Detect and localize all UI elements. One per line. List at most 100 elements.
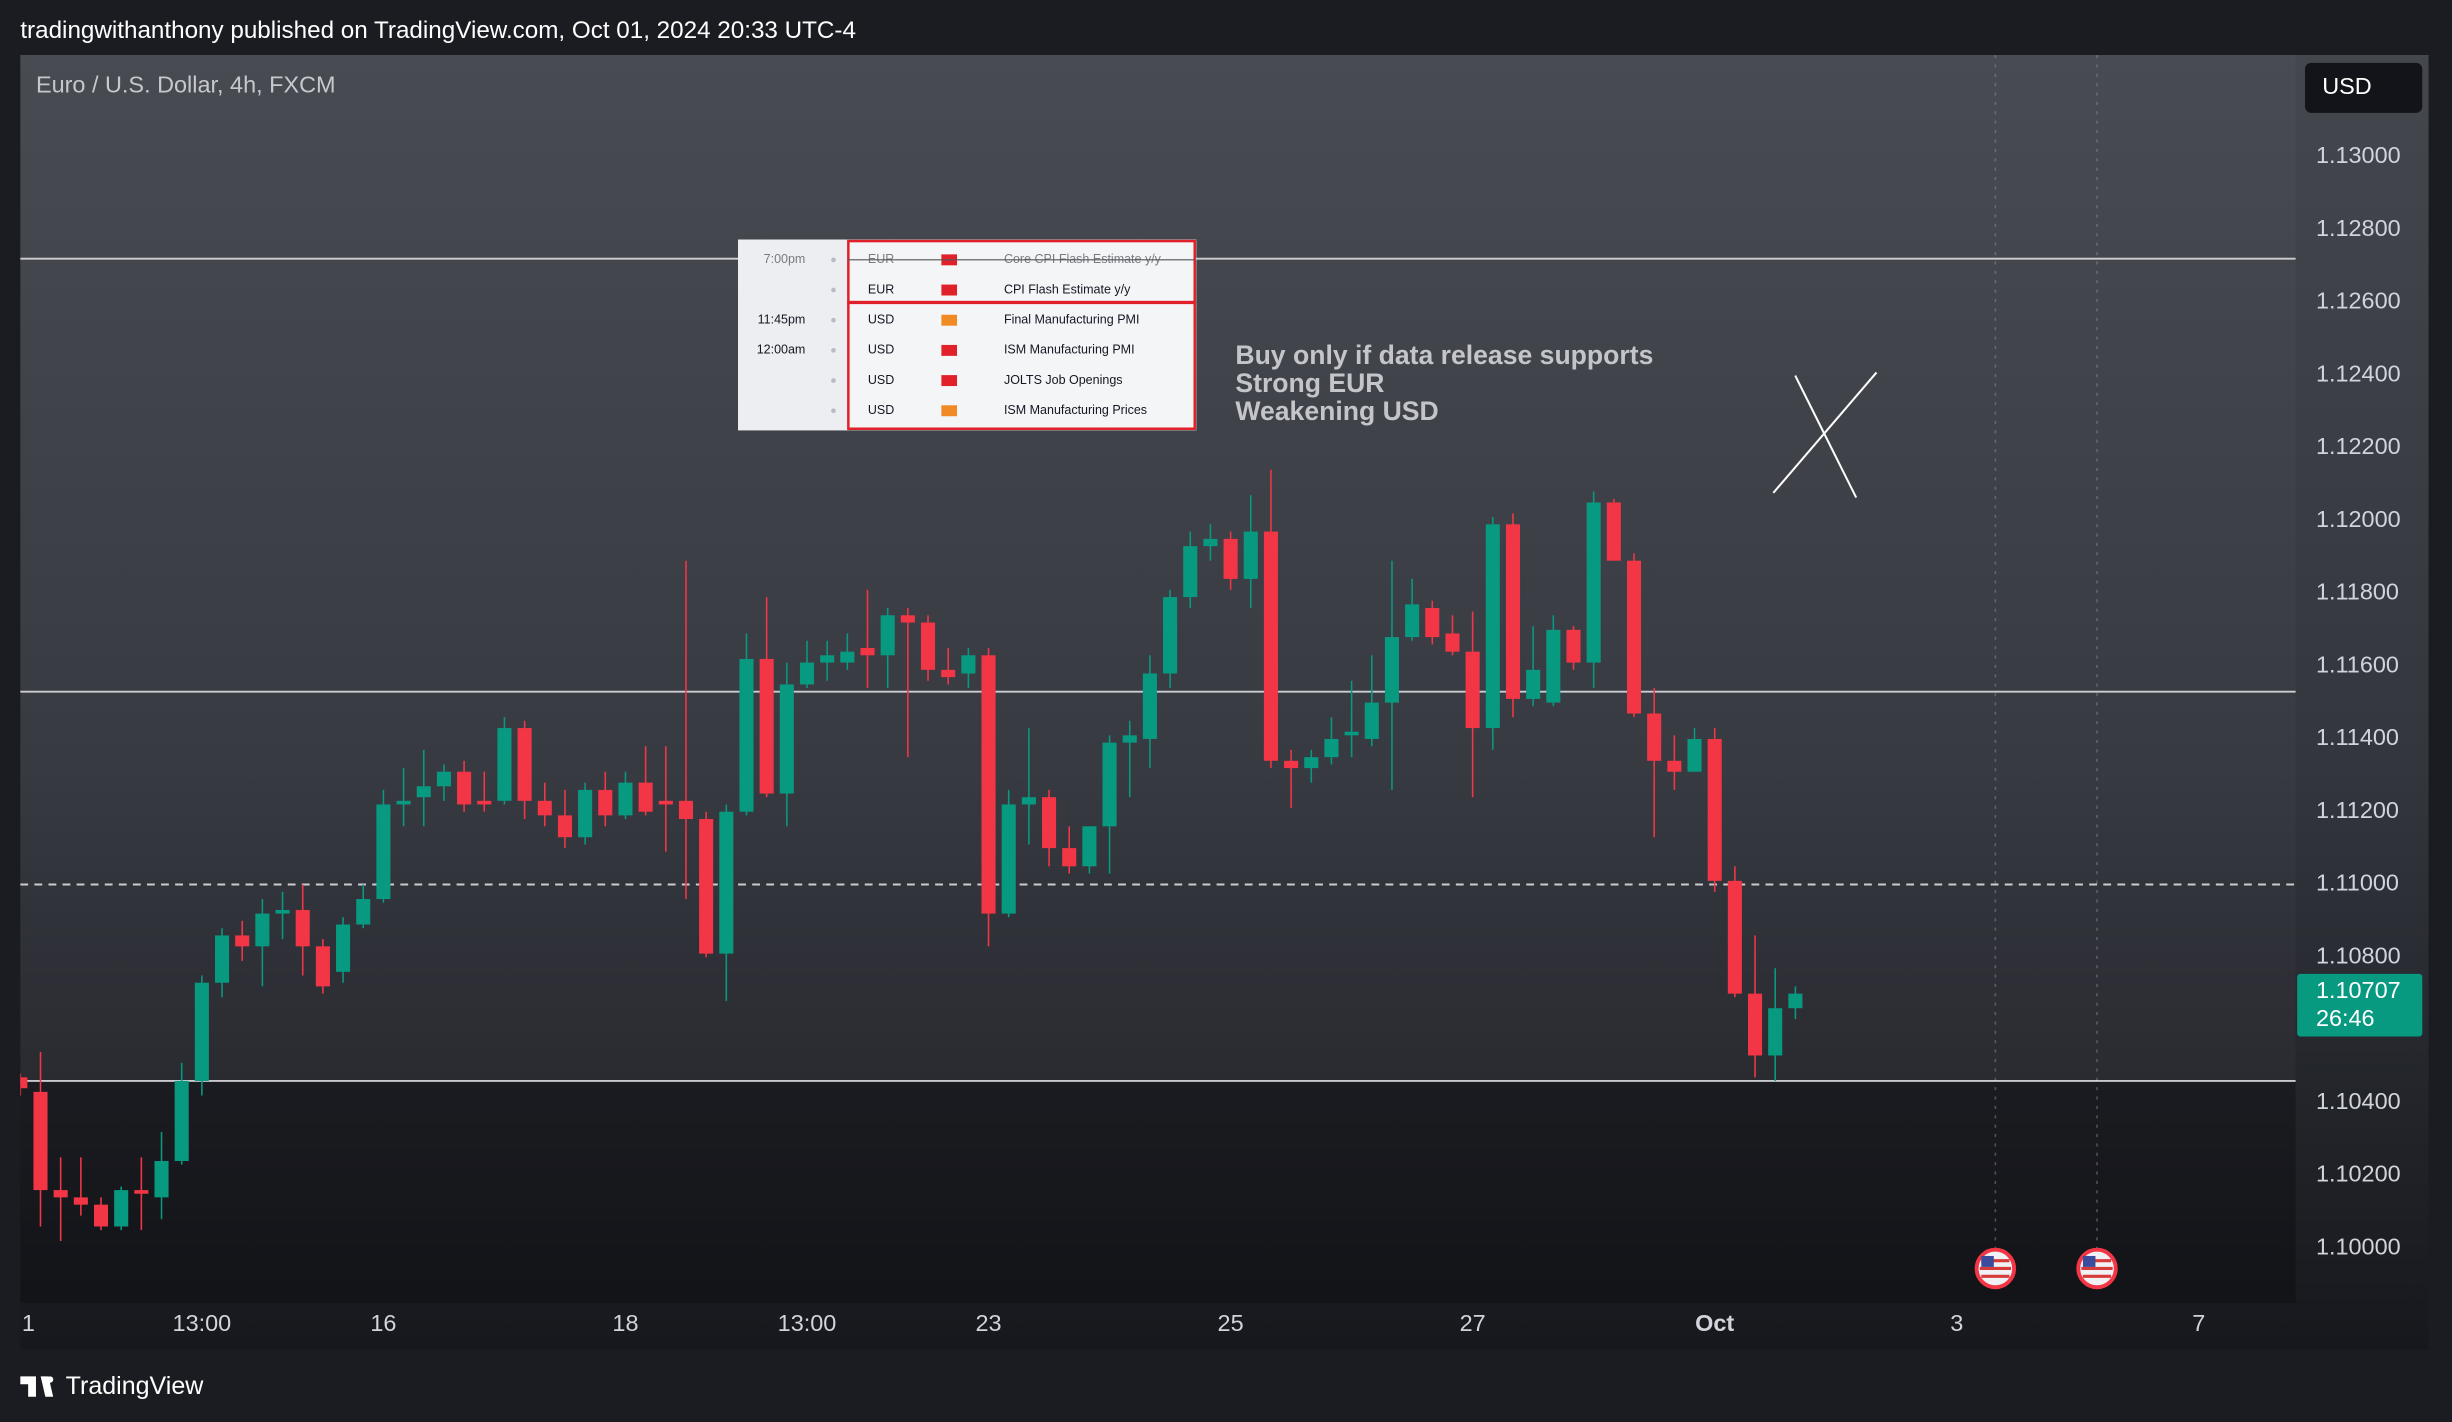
y-tick-label: 1.12000 [2316, 506, 2401, 532]
candle-body [1505, 524, 1521, 699]
candle-body [1768, 1008, 1783, 1056]
y-tick-label: 1.10800 [2316, 942, 2401, 968]
calendar-currency: USD [868, 403, 894, 417]
y-tick-label: 1.11600 [2316, 651, 2399, 677]
calendar-time: 12:00am [757, 343, 806, 357]
calendar-currency: USD [868, 313, 894, 327]
candle-body [154, 1161, 169, 1198]
calendar-event: Final Manufacturing PMI [1004, 313, 1139, 327]
candle-body [336, 924, 351, 972]
x-tick-label: 23 [975, 1310, 1001, 1336]
impact-icon [941, 314, 958, 326]
x-tick-label: 16 [370, 1310, 396, 1336]
candle-body [517, 728, 532, 801]
candle-body [1163, 597, 1178, 674]
candle-body [416, 786, 431, 798]
candle-body [255, 913, 270, 947]
candle-body [598, 789, 613, 816]
candle-body [1788, 993, 1803, 1009]
calendar-event: CPI Flash Estimate y/y [1004, 282, 1131, 296]
candle-body [1727, 880, 1742, 994]
candle-body [678, 800, 694, 820]
candle-body [1062, 848, 1077, 867]
candle-body [134, 1190, 149, 1194]
calendar-currency: EUR [868, 252, 894, 266]
calendar-time-column [738, 239, 848, 431]
event-markers [1974, 54, 2118, 1290]
speaker-icon [831, 317, 836, 323]
candle-body [194, 982, 209, 1081]
candle-body [537, 800, 552, 816]
candle-body [315, 946, 330, 987]
candle-body [699, 819, 714, 954]
y-tick-label: 1.12200 [2316, 433, 2401, 459]
calendar-currency: EUR [868, 282, 894, 296]
candle-body [436, 771, 451, 787]
candle-body [1203, 538, 1218, 547]
candle-body [1586, 502, 1601, 663]
chart-background [20, 54, 2429, 1350]
x-tick-label: 18 [612, 1310, 638, 1336]
y-tick-label: 1.12800 [2316, 215, 2401, 241]
candle-body [1667, 760, 1682, 772]
logo-icon[interactable] [20, 1376, 54, 1397]
candle-body [1606, 502, 1621, 561]
logo-text[interactable]: TradingView [66, 1372, 205, 1400]
candle-body [759, 658, 774, 794]
candle-body [20, 1077, 28, 1089]
candle-body [376, 804, 391, 900]
candle-body [1243, 531, 1258, 579]
candle-body [295, 909, 310, 947]
publish-header: tradingwithanthony published on TradingV… [20, 17, 856, 44]
annotation-line: Weakening USD [1235, 396, 1438, 426]
candle-body [1425, 607, 1440, 638]
y-tick-label: 1.12600 [2316, 288, 2401, 314]
calendar-time: 7:00pm [764, 252, 806, 266]
speaker-icon [831, 287, 836, 293]
candle-body [1183, 546, 1198, 598]
candle-body [1102, 742, 1117, 827]
impact-icon [941, 405, 958, 417]
candle-body [920, 622, 936, 670]
y-tick-label: 1.10200 [2316, 1161, 2401, 1187]
candle-body [1284, 760, 1299, 769]
candle-body [356, 899, 371, 925]
candle-body [779, 684, 794, 794]
zone-shade [20, 55, 2295, 1081]
last-price-box [2297, 973, 2423, 1037]
calendar-time: 11:45pm [758, 313, 806, 327]
candle-body [1485, 524, 1500, 729]
candle-body [235, 935, 250, 947]
candle-body [1364, 702, 1379, 739]
candle-body [1405, 604, 1420, 638]
candle-body [457, 771, 472, 805]
us-flag-icon[interactable] [2076, 1247, 2118, 1290]
x-tick-label: 1 [22, 1310, 35, 1336]
candle-body [840, 651, 855, 663]
candle-body [1344, 731, 1359, 736]
candle-body [1001, 804, 1016, 914]
speaker-icon [831, 348, 836, 353]
candle-body [1526, 669, 1541, 699]
impact-icon [941, 375, 958, 387]
x-tick-label: Oct [1695, 1310, 1734, 1336]
candle-body [477, 800, 492, 805]
currency-label[interactable]: USD [2322, 73, 2371, 99]
x-tick-label: 25 [1218, 1310, 1244, 1336]
calendar-event: ISM Manufacturing Prices [1004, 403, 1147, 417]
speaker-icon [831, 408, 836, 414]
candle-body [1626, 560, 1642, 714]
candle-body [1082, 826, 1097, 867]
currency-button-bg[interactable] [2305, 62, 2423, 113]
candle-body [638, 782, 653, 812]
candle-body [497, 728, 512, 801]
us-flag-icon[interactable] [1974, 1247, 2017, 1290]
candle-body [174, 1080, 189, 1162]
candle-body [981, 655, 996, 914]
countdown-label: 26:46 [2316, 1005, 2375, 1031]
candle-body [1707, 738, 1722, 881]
tradingview-logo[interactable]: TradingView [20, 1372, 204, 1400]
currency-button[interactable]: USD [2305, 62, 2423, 113]
candle-body [114, 1190, 129, 1227]
candle-body [1465, 651, 1480, 729]
